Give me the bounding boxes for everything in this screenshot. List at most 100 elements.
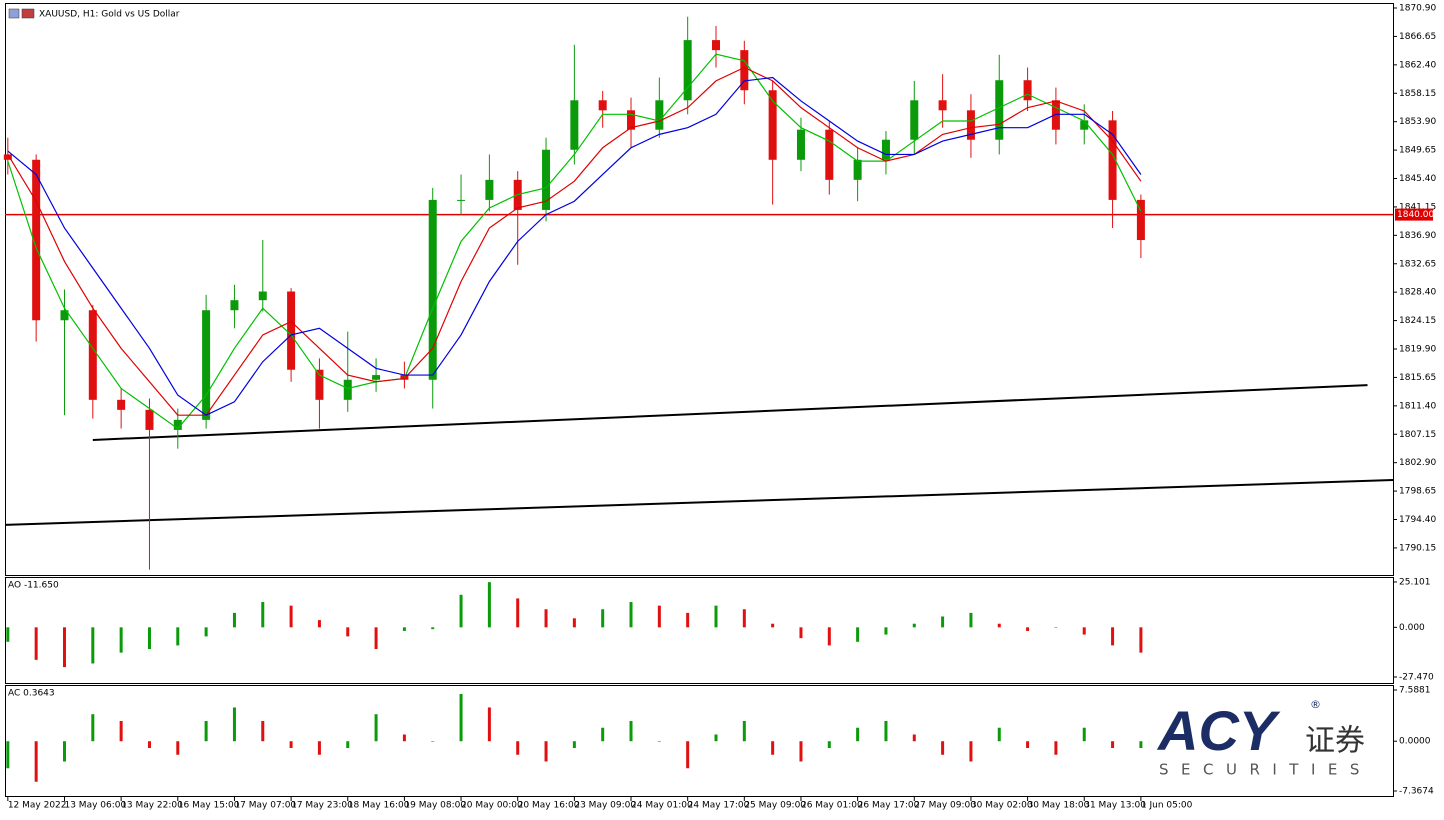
histogram-bar (91, 714, 95, 742)
candle-body (853, 159, 862, 180)
histogram-bar (884, 720, 888, 742)
histogram-bar (771, 623, 775, 628)
histogram-bar (34, 741, 38, 782)
candle-body (428, 199, 437, 380)
candle-body (117, 399, 126, 410)
x-tick-label: 13 May 22:00 (121, 801, 183, 811)
histogram-bar (62, 627, 66, 668)
candle-body (287, 291, 296, 370)
y-tick-label: 7.5881 (1399, 685, 1431, 695)
histogram-bar (601, 727, 605, 742)
candle-body (343, 379, 352, 400)
histogram-bar (941, 741, 945, 755)
histogram-bar (147, 741, 151, 748)
histogram-bar (1026, 741, 1030, 748)
y-tick-label: -7.3674 (1399, 786, 1434, 796)
y-tick-label: 1853.90 (1399, 117, 1436, 127)
histogram-bar (232, 612, 236, 628)
candle-body (88, 310, 97, 400)
x-tick-label: 26 May 01:00 (801, 801, 863, 811)
y-tick-label: 1866.65 (1399, 32, 1436, 42)
histogram-bar (6, 741, 10, 769)
histogram-bar (912, 623, 916, 628)
candle-body (938, 100, 947, 111)
histogram-bar (374, 714, 378, 742)
candle-body (1136, 199, 1145, 241)
histogram-bar (62, 741, 66, 762)
histogram-bar (346, 741, 350, 748)
x-tick-label: 27 May 09:00 (914, 801, 976, 811)
x-tick-label: 18 May 16:00 (348, 801, 410, 811)
histogram-bar (6, 627, 10, 642)
moving-average (7, 76, 1142, 416)
histogram-bar (487, 582, 491, 628)
histogram-bar (856, 627, 860, 642)
moving-average (7, 53, 1142, 430)
y-tick-label: 1815.65 (1399, 373, 1436, 383)
histogram-bar (487, 707, 491, 742)
logo-cjk: 证券 (1305, 724, 1365, 759)
candle-body (457, 199, 466, 201)
x-tick-label: 17 May 07:00 (234, 801, 296, 811)
ac-label: AC 0.3643 (8, 689, 55, 699)
histogram-bar (1054, 627, 1058, 628)
histogram-bar (629, 602, 633, 628)
x-tick-label: 16 May 15:00 (178, 801, 240, 811)
histogram-bar (176, 627, 180, 646)
candle-body (910, 100, 919, 140)
candle-body (145, 409, 154, 430)
histogram-bar (119, 627, 123, 653)
y-tick-label: 1807.15 (1399, 430, 1436, 440)
x-tick-label: 25 May 09:00 (744, 801, 806, 811)
y-tick-label: 1824.15 (1399, 316, 1436, 326)
histogram-bar (827, 741, 831, 748)
logo-mark: ® (1310, 698, 1321, 711)
x-tick-label: 31 May 13:00 (1084, 801, 1146, 811)
histogram-bar (969, 741, 973, 762)
candle-body (32, 159, 41, 321)
y-tick-label: 0.0000 (1399, 737, 1431, 747)
level-label-box (1395, 208, 1433, 221)
histogram-bar (232, 707, 236, 742)
histogram-bar (544, 609, 548, 628)
histogram-bar (346, 627, 350, 637)
candle-body (542, 149, 551, 210)
histogram-bar (827, 627, 831, 646)
candle-body (315, 369, 324, 400)
x-tick-label: 13 May 06:00 (64, 801, 126, 811)
x-tick-label: 24 May 17:00 (688, 801, 750, 811)
histogram-bar (771, 741, 775, 755)
candle-body (598, 100, 607, 111)
candle-body (230, 300, 239, 311)
histogram-bar (1111, 741, 1115, 748)
histogram-bar (686, 741, 690, 769)
histogram-bar (1139, 741, 1143, 748)
histogram-bar (629, 720, 633, 742)
histogram-bar (431, 741, 435, 742)
x-tick-label: 17 May 23:00 (291, 801, 353, 811)
x-tick-label: 19 May 08:00 (404, 801, 466, 811)
histogram-bar (742, 720, 746, 742)
histogram-bar (402, 627, 406, 631)
histogram-bar (572, 618, 576, 628)
histogram-bar (119, 720, 123, 742)
histogram-bar (1111, 627, 1115, 646)
candle-body (966, 110, 975, 140)
x-tick-label: 1 Jun 05:00 (1141, 801, 1193, 811)
histogram-bar (1054, 741, 1058, 755)
candle-body (60, 310, 69, 321)
candle-body (768, 90, 777, 160)
candle-body (627, 110, 636, 130)
candle-body (258, 291, 267, 301)
candle-body (796, 129, 805, 160)
x-tick-label: 23 May 09:00 (574, 801, 636, 811)
y-tick-label: -27.470 (1399, 672, 1434, 682)
y-tick-label: 1790.15 (1399, 543, 1436, 553)
histogram-bar (289, 741, 293, 748)
level-label: 1840.00 (1397, 210, 1434, 220)
x-tick-label: 30 May 02:00 (971, 801, 1033, 811)
histogram-bar (176, 741, 180, 755)
histogram-bar (317, 620, 321, 628)
histogram-bar (742, 609, 746, 628)
